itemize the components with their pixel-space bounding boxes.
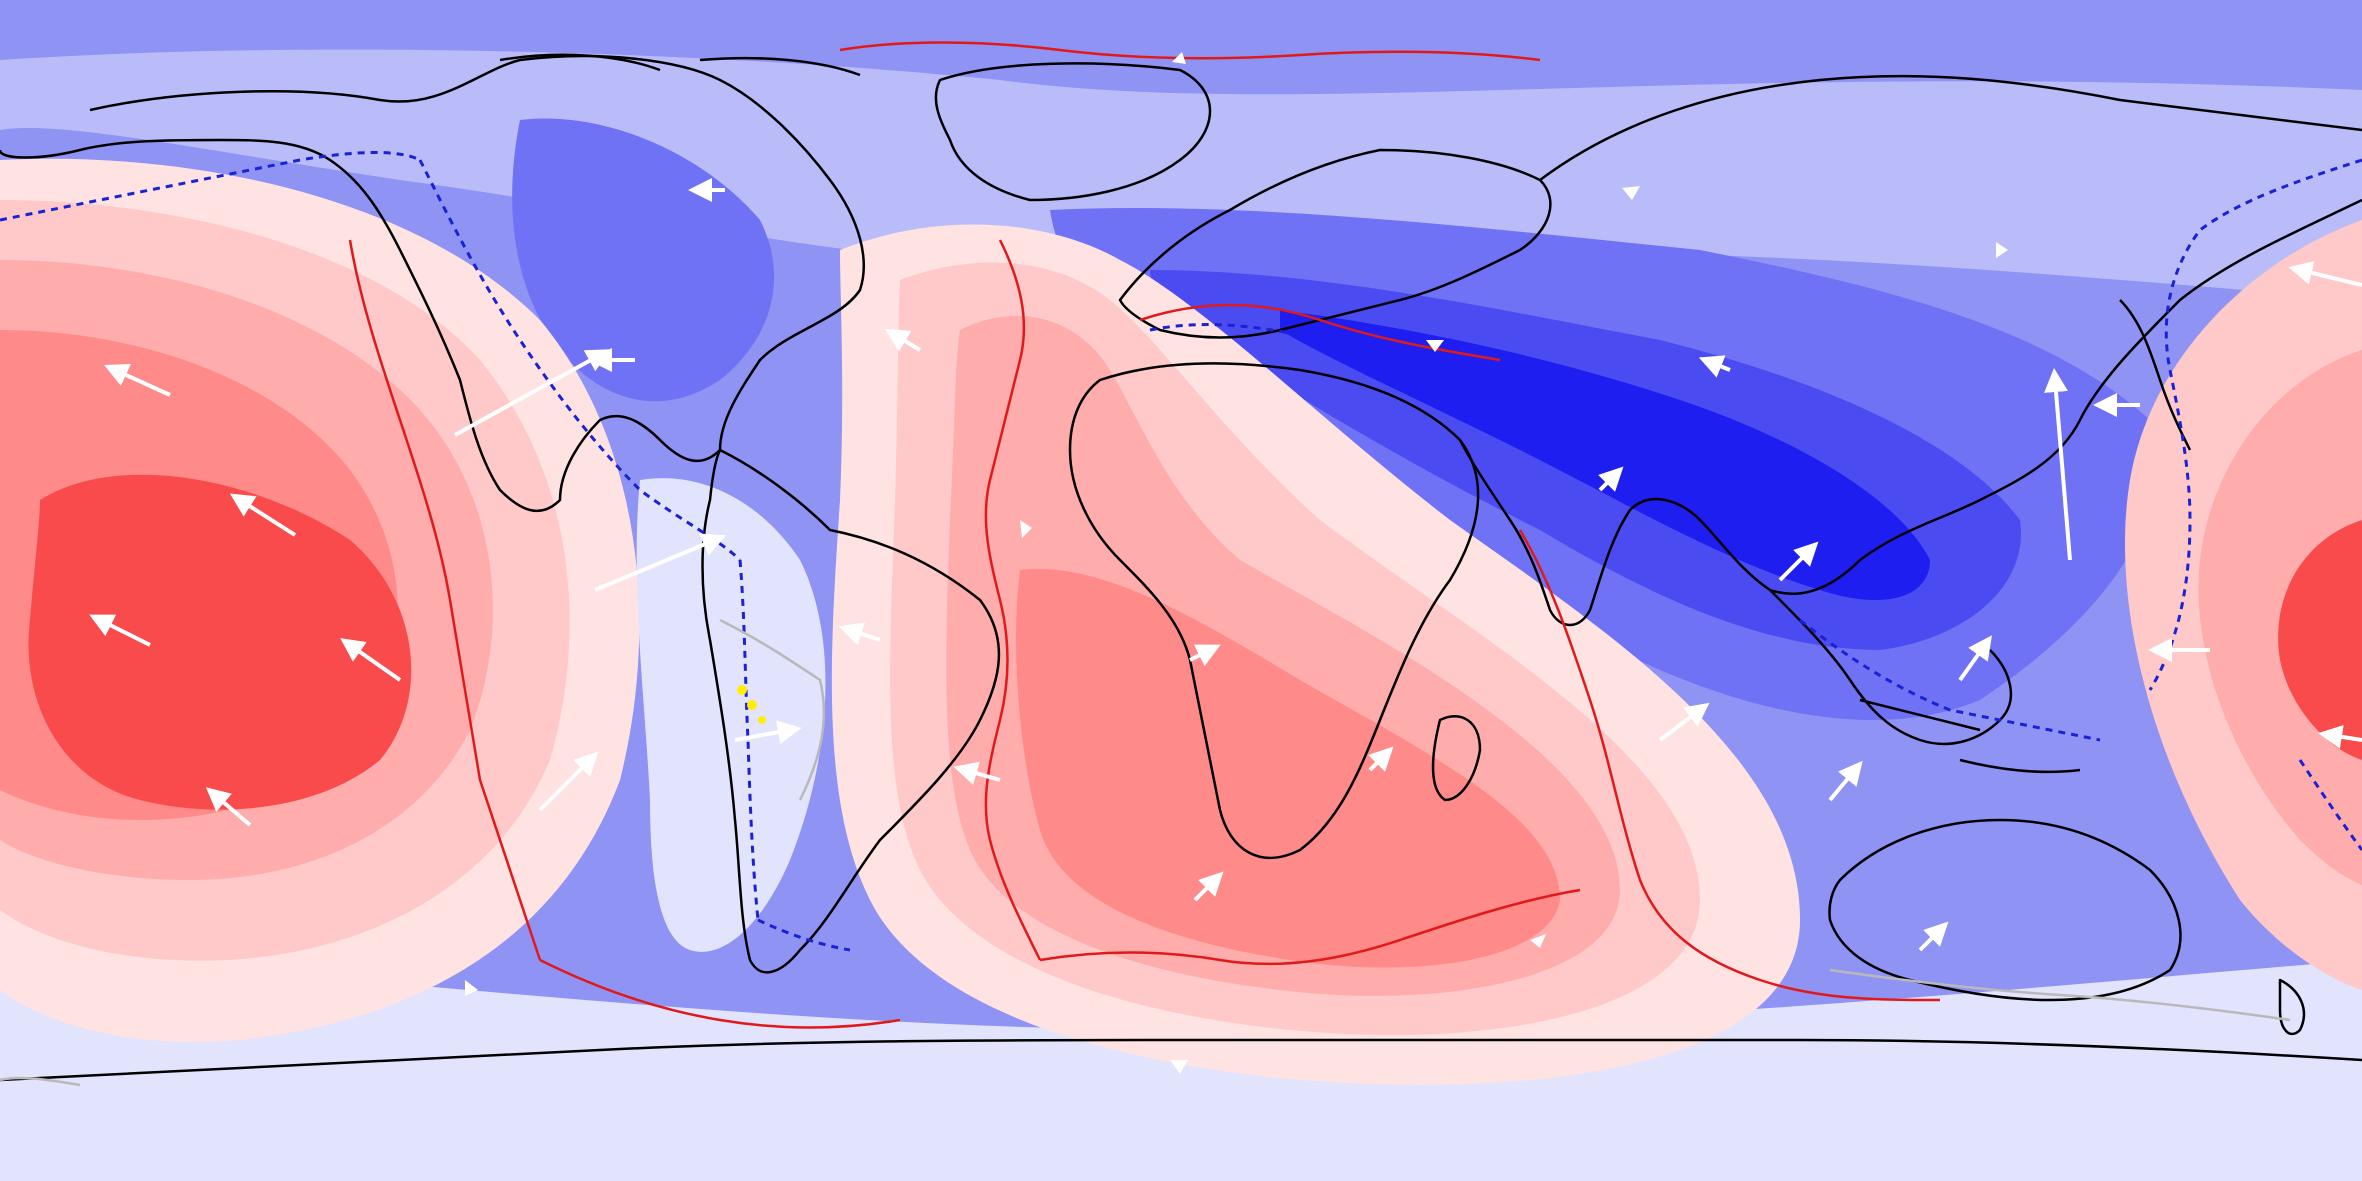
plate-boundary-mid-atlantic	[984, 239, 1042, 961]
coastline-australia	[1828, 818, 2182, 1002]
highlight-point	[747, 700, 757, 710]
vector-arrow	[1778, 541, 1819, 582]
vector-arrow	[538, 751, 599, 812]
vector-marker	[1996, 242, 2008, 258]
vector-arrow	[89, 614, 151, 647]
plate-boundaries	[348, 41, 1941, 1029]
plate-boundary-alpine	[1139, 303, 1501, 362]
highlight-point	[758, 716, 766, 724]
vector-arrow	[2044, 368, 2072, 561]
vector-arrow	[340, 638, 402, 682]
highlight-point	[737, 685, 747, 695]
plate-boundary-east-pacific	[348, 239, 542, 961]
contour-red-medium-africa	[1016, 568, 1560, 968]
vector-arrow	[594, 533, 727, 592]
coastline-africa	[1068, 362, 1480, 860]
subduction-zones	[0, 151, 2362, 952]
vector-marker	[1530, 934, 1546, 948]
minor-boundary-southern-ocean	[1829, 968, 2291, 1022]
vector-arrow	[2318, 724, 2362, 749]
vector-arrow	[1193, 871, 1224, 902]
vector-arrow	[1598, 466, 1624, 492]
subduction-tonga	[2298, 759, 2362, 851]
coastline-arctic-islands	[499, 53, 861, 77]
field-contours	[0, 49, 2362, 1181]
plate-boundary-pacific-antarctic	[539, 958, 901, 1029]
velocity-vectors	[89, 178, 2362, 952]
vector-arrow	[734, 720, 802, 744]
coastline-greenland	[934, 62, 1212, 202]
vector-marker	[1020, 520, 1032, 538]
vector-arrow	[229, 493, 297, 537]
contour-red-strong-pacific-east	[2278, 520, 2362, 760]
subduction-andes	[738, 559, 760, 921]
coastline-south-america	[701, 448, 1001, 974]
subduction-sunda	[1799, 618, 2101, 742]
plate-boundary-southwest-indian	[1039, 888, 1581, 966]
vector-arrow	[1658, 702, 1710, 742]
vector-arrow	[1918, 921, 1949, 952]
contour-red-strong-pacific-west	[28, 474, 412, 810]
subduction-mediterranean	[1149, 323, 1301, 337]
contour-blue-pale-north	[0, 49, 2362, 300]
vector-arrow	[205, 787, 252, 827]
plate-markers	[465, 52, 2008, 1074]
coastlines	[0, 53, 2362, 1082]
vector-marker	[465, 980, 478, 996]
vector-arrow	[1958, 635, 1992, 682]
vector-arrow	[454, 349, 611, 437]
plate-boundary-eurasia-north	[839, 41, 1541, 62]
coastline-southeast-asia	[1769, 589, 2013, 746]
coastline-europe	[1118, 148, 1552, 339]
vector-marker	[1170, 1060, 1188, 1074]
coastline-north-america	[0, 54, 865, 512]
minor-boundary-pacific-south	[0, 1076, 81, 1087]
subduction-cascadia-central-america	[418, 159, 742, 562]
contour-blue-strong-asia	[1280, 310, 1930, 600]
vector-marker	[1426, 340, 1444, 352]
contour-blue-faint-south-america	[636, 478, 826, 952]
vector-arrow	[1828, 760, 1863, 802]
minor-boundary-andes	[719, 618, 826, 801]
vector-marker	[1622, 186, 1640, 200]
plate-boundary-indian-ridge	[1518, 529, 1941, 1002]
coastline-madagascar	[1431, 715, 1482, 802]
coastline-japan	[2119, 299, 2192, 451]
vector-arrow	[884, 328, 922, 352]
vector-arrow	[953, 761, 1001, 785]
vector-arrow	[2288, 261, 2362, 287]
vector-marker	[1172, 52, 1186, 64]
vector-arrow	[838, 622, 881, 646]
vector-arrow	[1368, 746, 1394, 772]
highlight-markers	[737, 685, 766, 724]
coastline-new-zealand	[2278, 978, 2306, 1036]
coastline-indonesia	[1859, 698, 2081, 774]
subduction-aleutian	[0, 151, 421, 222]
subduction-west-pacific	[2148, 158, 2362, 691]
vector-arrow	[1189, 644, 1221, 667]
coastline-antarctica	[0, 1038, 2362, 1082]
vector-arrow	[1698, 355, 1731, 378]
vector-arrow	[104, 364, 171, 397]
minor-boundaries	[0, 618, 2291, 1087]
